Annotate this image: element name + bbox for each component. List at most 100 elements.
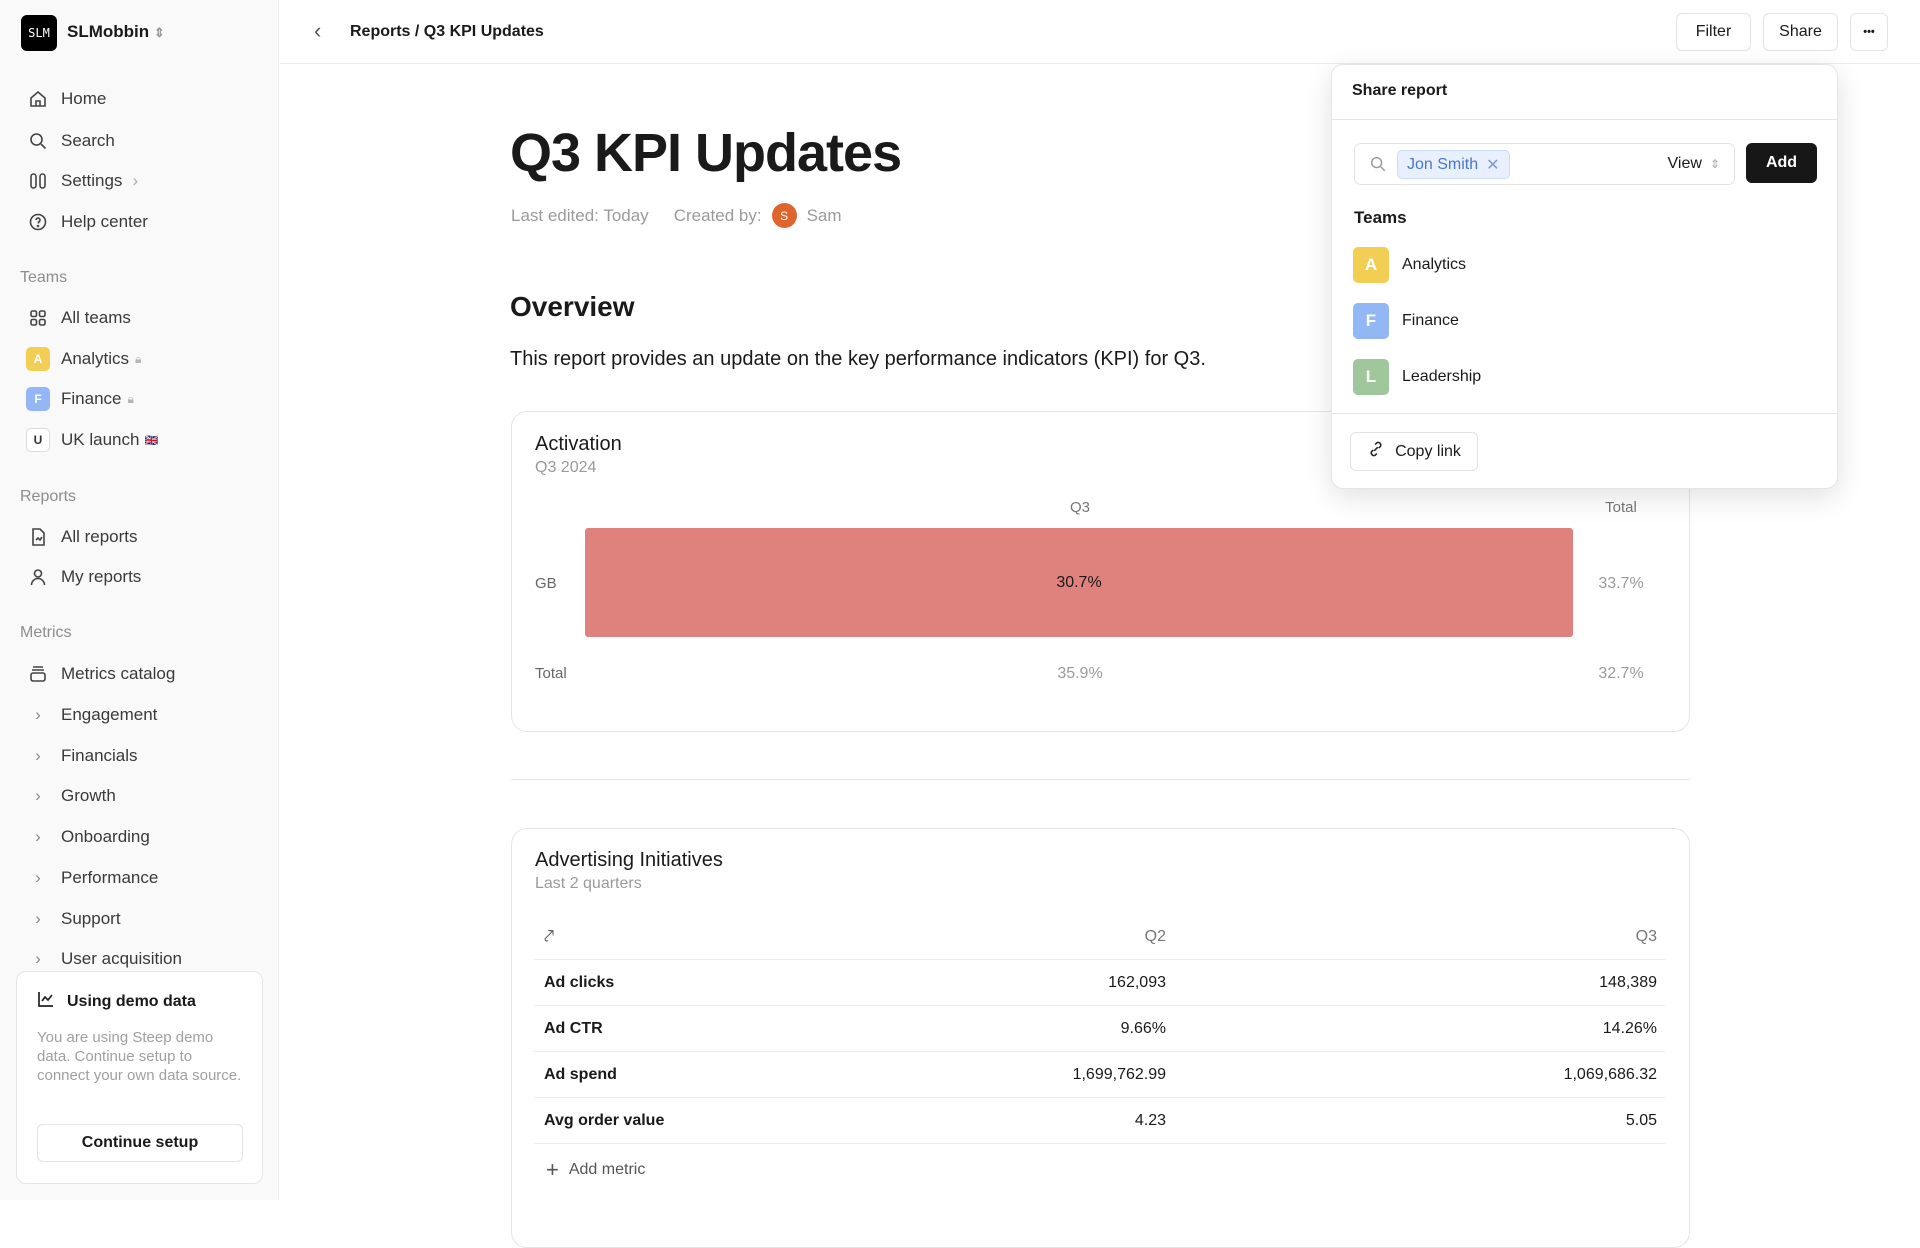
metric-name: Ad CTR (544, 1019, 603, 1037)
share-report-popover: Share report Jon Smith ✕ View ⇕ Add Teams … (1331, 64, 1838, 489)
metric-name: Ad spend (544, 1065, 617, 1083)
table-row[interactable]: Ad CTR 9.66% 14.26% (534, 1006, 1665, 1052)
divider (1332, 119, 1837, 120)
swap-axes-icon[interactable]: ⤤ (544, 926, 555, 946)
nav-label: Finance (61, 389, 122, 408)
share-team-analytics[interactable]: A Analytics (1353, 247, 1466, 283)
continue-setup-button[interactable]: Continue setup (37, 1124, 243, 1162)
table-row[interactable]: Avg order value 4.23 5.05 (534, 1098, 1665, 1144)
page-meta: Last edited: Today Created by: S Sam (511, 203, 842, 228)
breadcrumb[interactable]: Reports / Q3 KPI Updates (350, 23, 544, 40)
report-icon (26, 525, 50, 549)
nav-my-reports[interactable]: My reports (26, 560, 141, 594)
team-avatar: F (26, 387, 50, 411)
filter-button[interactable]: Filter (1676, 13, 1751, 51)
add-metric-button[interactable]: + Add metric (546, 1157, 645, 1183)
teams-header: Teams (1354, 208, 1407, 227)
reports-header: Reports (20, 488, 77, 505)
nav-settings[interactable]: Settings › (26, 164, 138, 198)
column-header-q3: Q3 (1069, 499, 1090, 516)
nav-all-teams[interactable]: All teams (26, 301, 131, 335)
nav-metrics-catalog[interactable]: Metrics catalog (26, 657, 175, 691)
team-label: Finance (1402, 312, 1459, 329)
search-icon (26, 129, 50, 153)
q3-value: 5.05 (1625, 1111, 1657, 1129)
divider (511, 779, 1690, 780)
total-q3-value: 35.9% (1057, 665, 1103, 682)
nav-team-finance[interactable]: F Finance 🔒︎ (26, 382, 134, 416)
gb-total-value: 33.7% (1598, 575, 1644, 592)
nav-team-uk-launch[interactable]: U UK launch 🇬🇧 (26, 423, 158, 457)
share-search-input[interactable]: Jon Smith ✕ View ⇕ (1354, 143, 1735, 185)
more-options-icon[interactable]: ••• (1850, 13, 1888, 51)
user-chip: Jon Smith ✕ (1397, 150, 1510, 179)
nav-metric-onboarding[interactable]: › Onboarding (26, 820, 150, 854)
chevron-right-icon: › (35, 949, 41, 969)
metrics-header: Metrics (20, 624, 72, 641)
nav-metric-user-acquisition[interactable]: › User acquisition (26, 942, 182, 976)
search-icon (1369, 155, 1387, 178)
nav-metric-performance[interactable]: › Performance (26, 861, 158, 895)
copy-link-label: Copy link (1395, 442, 1461, 460)
nav-label: Growth (61, 786, 116, 806)
nav-label: Onboarding (61, 827, 150, 847)
remove-chip-icon[interactable]: ✕ (1486, 156, 1500, 174)
row-label-gb: GB (535, 575, 557, 592)
nav-home[interactable]: Home (26, 82, 106, 116)
share-team-leadership[interactable]: L Leadership (1353, 359, 1481, 395)
permission-value: View (1667, 155, 1702, 172)
lock-icon: 🔒︎ (127, 391, 134, 406)
nav-all-reports[interactable]: All reports (26, 520, 138, 554)
team-avatar: F (1353, 303, 1389, 339)
advertising-title: Advertising Initiatives (535, 849, 723, 871)
nav-label: UK launch (61, 430, 140, 449)
grid-icon (26, 306, 50, 330)
nav-label: All teams (61, 308, 131, 327)
nav-label: Metrics catalog (61, 664, 176, 683)
nav-search[interactable]: Search (26, 124, 115, 158)
team-label: Analytics (1402, 256, 1467, 273)
overview-heading: Overview (510, 291, 635, 322)
column-header-q3: Q3 (1635, 927, 1657, 945)
nav-label: Engagement (61, 705, 158, 724)
nav-metric-growth[interactable]: › Growth (26, 779, 116, 813)
column-header-q2: Q2 (1144, 927, 1166, 945)
add-button[interactable]: Add (1746, 143, 1817, 183)
sidebar: SLM SLMobbin ⇕ Home Search Settings › Hel… (0, 0, 279, 1200)
nav-metric-support[interactable]: › Support (26, 902, 120, 936)
share-team-finance[interactable]: F Finance (1353, 303, 1459, 339)
column-header-total: Total (1605, 499, 1637, 516)
catalog-icon (26, 662, 50, 686)
copy-link-button[interactable]: Copy link (1350, 432, 1478, 471)
table-row[interactable]: Ad clicks 162,093 148,389 (534, 960, 1665, 1006)
nav-label: My reports (61, 567, 142, 586)
q2-value: 4.23 (1134, 1111, 1166, 1129)
popover-title: Share report (1352, 82, 1448, 99)
chevron-right-icon: › (35, 745, 41, 765)
nav-label: User acquisition (61, 949, 182, 969)
nav-metric-engagement[interactable]: › Engagement (26, 698, 157, 732)
nav-metric-financials[interactable]: › Financials (26, 739, 137, 773)
nav-help-center[interactable]: Help center (26, 205, 148, 239)
workspace-switcher[interactable]: SLMobbin ⇕ (67, 22, 165, 42)
metric-name: Avg order value (544, 1111, 665, 1129)
home-icon (26, 87, 50, 111)
nav-team-analytics[interactable]: A Analytics 🔒︎ (26, 342, 141, 376)
table-row[interactable]: Ad spend 1,699,762.99 1,069,686.32 (534, 1052, 1665, 1098)
uk-flag-icon: 🇬🇧 (144, 434, 159, 447)
back-chevron-icon[interactable]: ‹ (314, 18, 322, 43)
user-icon (26, 565, 50, 589)
link-icon (1367, 440, 1385, 463)
share-button[interactable]: Share (1763, 13, 1838, 51)
q2-value: 9.66% (1120, 1019, 1166, 1037)
bar-gb-q3[interactable]: 30.7% (585, 528, 1573, 637)
permission-select[interactable]: View ⇕ (1668, 155, 1720, 173)
activation-title: Activation (535, 433, 622, 455)
workspace-logo: SLM (21, 15, 57, 51)
chevron-updown-icon: ⇕ (1709, 157, 1720, 171)
bar-value-label: 30.7% (1056, 573, 1102, 591)
chevron-right-icon: › (35, 867, 41, 887)
total-total-value: 32.7% (1598, 665, 1644, 682)
table-header: ⤤ Q2 Q3 (534, 914, 1665, 960)
settings-icon (26, 169, 50, 193)
